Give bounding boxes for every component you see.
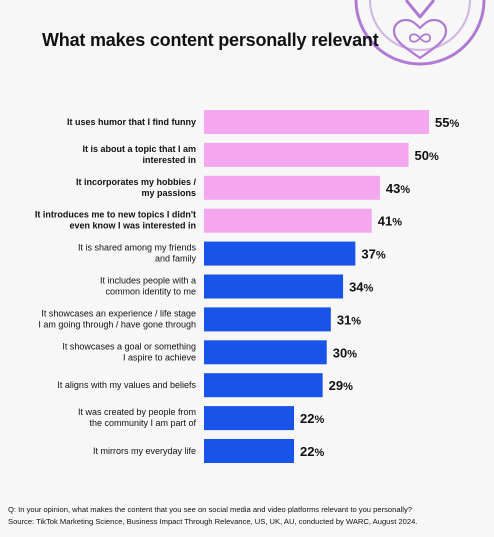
category-label-10: It was created by people from the communi…: [78, 407, 197, 428]
category-label-7: It showcases an experience / life stage I…: [38, 308, 196, 329]
category-label-9: It aligns with my values and beliefs: [57, 380, 196, 390]
value-label-9: 29%: [329, 378, 353, 393]
value-label-2: 50%: [415, 148, 439, 163]
value-label-11: 22%: [300, 444, 324, 459]
value-label-5: 37%: [361, 247, 385, 262]
bar-1: [204, 110, 429, 134]
category-label-4: It introduces me to new topics I didn't e…: [35, 210, 196, 231]
bar-5: [204, 241, 356, 266]
bar-7: [204, 307, 331, 332]
value-label-6: 34%: [349, 280, 373, 295]
value-label-1: 55%: [435, 115, 459, 130]
category-label-8: It showcases a goal or something I aspire…: [62, 341, 196, 362]
source-note: Source: TikTok Marketing Science, Busine…: [8, 517, 418, 526]
value-label-10: 22%: [300, 411, 324, 426]
bar-4: [204, 208, 372, 233]
chart-footer: Q: In your opinion, what makes the conte…: [8, 504, 492, 528]
bar-3: [204, 175, 380, 200]
bar-9: [204, 373, 323, 398]
value-label-4: 41%: [378, 214, 402, 229]
value-label-8: 30%: [333, 345, 357, 360]
chart-title: What makes content personally relevant: [42, 30, 379, 50]
category-label-2: It is about a topic that I am interested …: [82, 144, 196, 165]
value-label-3: 43%: [386, 181, 410, 196]
bar-11: [204, 439, 294, 463]
category-label-6: It includes people with a common identity…: [100, 276, 196, 297]
bar-2: [204, 142, 409, 167]
survey-question: Q: In your opinion, what makes the conte…: [8, 505, 412, 514]
category-label-1: It uses humor that I find funny: [67, 117, 196, 127]
bar-10: [204, 406, 294, 431]
category-label-3: It incorporates my hobbies / my passions: [76, 177, 197, 198]
value-label-7: 31%: [337, 312, 361, 327]
heart-infinity-icon: [354, 0, 486, 66]
bar-8: [204, 340, 327, 365]
bar-6: [204, 274, 344, 299]
bar-chart: It uses humor that I find funny 55% It is …: [35, 110, 459, 463]
category-label-11: It mirrors my everyday life: [93, 446, 196, 456]
category-label-5: It is shared among my friends and family: [78, 243, 197, 264]
